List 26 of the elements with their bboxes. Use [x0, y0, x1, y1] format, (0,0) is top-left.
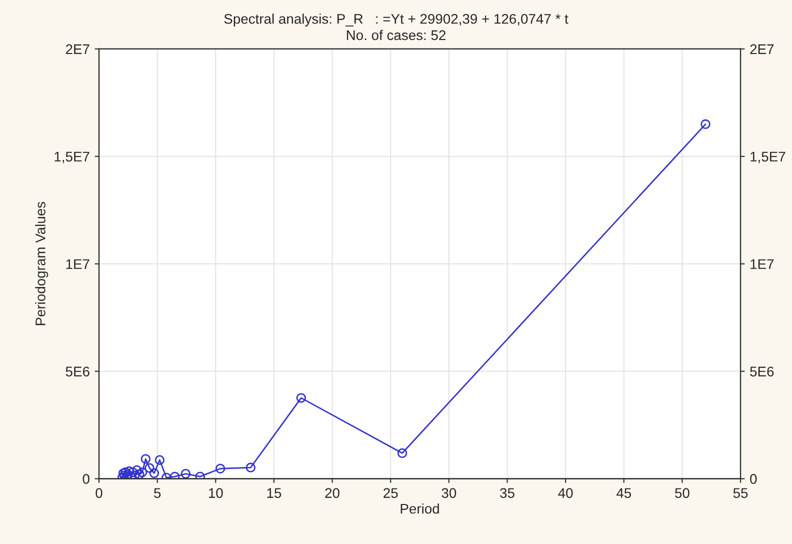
x-tick-label: 20	[325, 488, 340, 498]
y2-tick-label: 1E7	[750, 259, 774, 269]
x-tick-label: 55	[733, 488, 748, 498]
x-tick-label: 15	[267, 488, 282, 498]
y-tick-label: 2E7	[66, 44, 90, 54]
chart-subtitle: No. of cases: 52	[346, 30, 446, 40]
y2-tick-label: 1,5E7	[750, 152, 786, 164]
x-tick-label: 0	[96, 488, 102, 498]
y-tick-label: 1,5E7	[54, 152, 90, 164]
x-tick-label: 40	[558, 488, 573, 498]
y2-tick-label: 5E6	[750, 366, 774, 376]
y-tick-label: 1E7	[66, 259, 90, 269]
x-axis-title: Period	[400, 503, 439, 514]
y2-tick-label: 2E7	[750, 44, 774, 54]
y-axis-title: Periodogram Values	[35, 202, 48, 326]
x-tick-label: 30	[442, 488, 456, 498]
x-tick-label: 5	[154, 488, 161, 498]
chart-title: Spectral analysis: P_R : =Yt + 29902,39 + 126,0747 * t	[224, 14, 568, 27]
y-tick-label: 5E6	[66, 366, 90, 376]
x-tick-label: 45	[616, 488, 632, 498]
y-tick-label: 0	[82, 474, 90, 484]
x-tick-label: 35	[500, 488, 514, 498]
x-tick-label: 50	[675, 488, 690, 498]
x-tick-label: 10	[208, 488, 223, 498]
y2-tick-label: 0	[750, 474, 757, 484]
x-tick-label: 25	[384, 488, 398, 498]
